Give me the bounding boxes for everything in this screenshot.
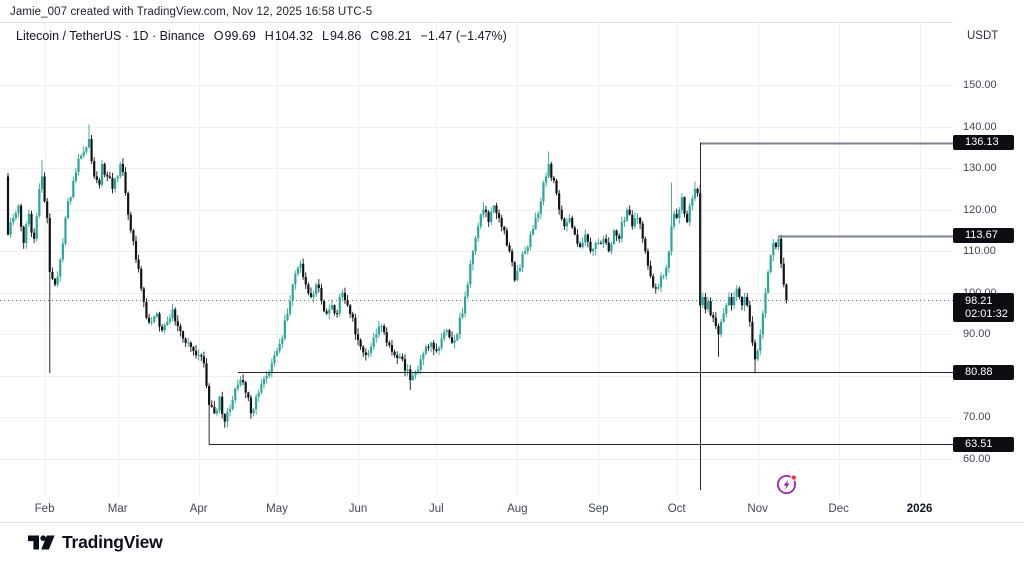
currency-label: USDT (967, 30, 999, 42)
price-axis-scale[interactable]: USDT 150.00140.00130.00120.00110.00100.0… (953, 22, 1024, 496)
price-tick-label: 150.00 (963, 79, 997, 91)
tradingview-logo[interactable]: TradingView (28, 532, 163, 553)
ohlc-label: C (370, 29, 380, 43)
month-tick-label: May (266, 503, 288, 515)
price-line-badge: 63.51 (953, 436, 1014, 452)
symbol-title[interactable]: Litecoin / TetherUS · 1D · Binance (16, 29, 205, 43)
month-tick-label: Sep (588, 503, 609, 515)
price-tick-label: 90.00 (963, 328, 991, 341)
month-tick-label: Oct (667, 503, 686, 515)
ohlc-label: H (264, 29, 274, 43)
ohlc-value: 99.69 (224, 29, 256, 43)
flash-reaction-icon[interactable] (775, 472, 799, 496)
current-price-value: 98.21 (965, 295, 993, 308)
ohlc-value: 104.32 (274, 29, 314, 43)
month-tick-label: Apr (189, 503, 208, 515)
month-tick-label: Mar (107, 503, 128, 515)
price-tick-label: 60.00 (963, 453, 991, 465)
brand-name: TradingView (62, 532, 163, 552)
ohlc-value: 94.86 (330, 29, 362, 43)
current-price-badge: 98.21 02:01:32 (953, 293, 1014, 323)
price-tick-label: 70.00 (963, 411, 991, 424)
widget-bottom-border (0, 522, 1024, 523)
year-tick-label: 2026 (906, 503, 933, 515)
price-chart-canvas[interactable] (0, 22, 953, 496)
price-line-badge: 113.67 (953, 228, 1014, 244)
price-line-badge: 80.88 (953, 364, 1014, 380)
ohlc-values: O99.69 H104.32 L94.86 C98.21 (214, 29, 421, 43)
copyright-text: Jamie_007 created with TradingView.com, … (10, 6, 373, 18)
price-line-badge: 136.13 (953, 135, 1014, 151)
change-value: −1.47 (−1.47%) (420, 29, 507, 43)
ohlc-label: L (322, 29, 329, 43)
ohlc-value: 98.21 (380, 29, 412, 43)
month-tick-label: Aug (507, 503, 528, 515)
month-tick-label: Dec (828, 503, 849, 515)
month-tick-label: Jun (348, 503, 368, 515)
month-tick-label: Jul (429, 503, 444, 515)
price-tick-label: 110.00 (963, 245, 996, 258)
symbol-legend[interactable]: Litecoin / TetherUS · 1D · Binance O99.69… (16, 29, 507, 43)
ohlc-label: O (213, 29, 224, 43)
bar-countdown: 02:01:32 (965, 307, 1008, 320)
month-tick-label: Nov (747, 503, 768, 515)
lightning-icon (776, 474, 797, 495)
month-tick-label: Feb (34, 503, 55, 515)
time-axis-scale[interactable]: Feb Mar Apr May Jun Jul Aug Sep Oct Nov Dec 2026 (0, 496, 1024, 522)
tradingview-mark-icon (28, 535, 55, 550)
price-tick-label: 130.00 (963, 162, 997, 175)
price-tick-label: 140.00 (963, 120, 997, 133)
price-tick-label: 120.00 (963, 203, 997, 216)
